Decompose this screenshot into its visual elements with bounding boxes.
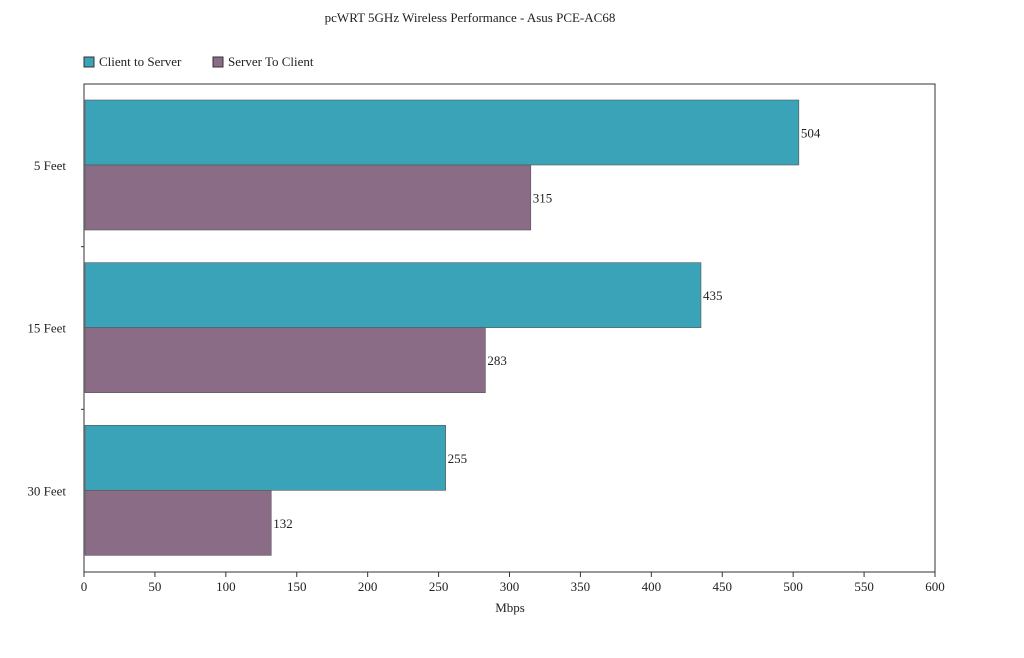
data-label-server-to-client-5-feet: 315: [533, 191, 553, 206]
data-label-client-to-server-30-feet: 255: [448, 451, 468, 466]
x-tick-label-50: 50: [148, 579, 161, 594]
data-label-server-to-client-30-feet: 132: [273, 516, 293, 531]
legend-label-client-to-server: Client to Server: [99, 54, 182, 69]
bar-client-to-server-5-feet: [84, 99, 800, 166]
x-tick-label-350: 350: [571, 579, 591, 594]
data-label-server-to-client-15-feet: 283: [487, 353, 507, 368]
bars-group: 504 315 435 283 255 132: [84, 99, 821, 556]
x-tick-label-500: 500: [783, 579, 803, 594]
x-tick-label-250: 250: [429, 579, 449, 594]
x-axis-label: Mbps: [495, 600, 525, 615]
x-axis: 0 50 100 150 200 250 300 350 400 450 500 550 600: [81, 572, 945, 594]
y-tick-label-5-feet: 5 Feet: [34, 158, 67, 173]
y-tick-label-15-feet: 15 Feet: [27, 321, 66, 336]
x-tick-label-600: 600: [925, 579, 945, 594]
x-tick-label-300: 300: [500, 579, 520, 594]
x-tick-label-550: 550: [854, 579, 874, 594]
bar-server-to-client-15-feet: [84, 327, 486, 393]
y-tick-label-30-feet: 30 Feet: [27, 483, 66, 498]
bar-client-to-server-15-feet: [84, 262, 702, 328]
legend-swatch-server-to-client: [212, 56, 224, 68]
data-label-client-to-server-5-feet: 504: [801, 126, 821, 141]
legend: Client to Server Server To Client: [83, 54, 314, 69]
x-tick-label-0: 0: [81, 579, 88, 594]
x-tick-label-150: 150: [287, 579, 307, 594]
x-tick-label-100: 100: [216, 579, 236, 594]
x-tick-label-400: 400: [642, 579, 662, 594]
x-tick-label-200: 200: [358, 579, 378, 594]
y-axis: 5 Feet 15 Feet 30 Feet: [27, 158, 84, 498]
data-label-client-to-server-15-feet: 435: [703, 288, 723, 303]
legend-label-server-to-client: Server To Client: [228, 54, 314, 69]
x-tick-label-450: 450: [713, 579, 733, 594]
bar-server-to-client-30-feet: [84, 490, 272, 556]
bar-server-to-client-5-feet: [84, 164, 532, 231]
bar-client-to-server-30-feet: [84, 425, 446, 491]
chart-title: pcWRT 5GHz Wireless Performance - Asus P…: [325, 10, 616, 25]
legend-swatch-client-to-server: [83, 56, 95, 68]
